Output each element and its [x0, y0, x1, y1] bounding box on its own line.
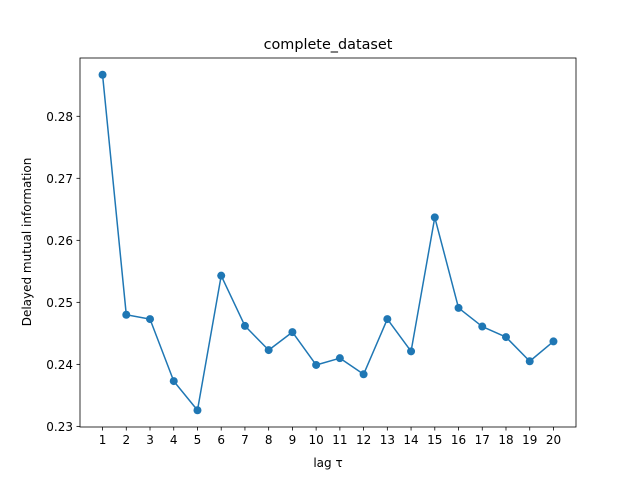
- data-point: [478, 322, 487, 331]
- x-tick-label: 8: [265, 433, 273, 447]
- y-tick-label: 0.27: [46, 172, 73, 186]
- x-tick-label: 1: [99, 433, 107, 447]
- data-point: [454, 303, 463, 312]
- chart-title: complete_dataset: [264, 37, 393, 53]
- x-tick-label: 6: [217, 433, 225, 447]
- y-tick-label: 0.23: [46, 420, 73, 434]
- x-tick-label: 7: [241, 433, 249, 447]
- data-point: [312, 360, 321, 369]
- x-tick-label: 17: [475, 433, 490, 447]
- y-tick-label: 0.28: [46, 110, 73, 124]
- data-point: [501, 333, 510, 342]
- data-point: [335, 354, 344, 363]
- y-tick-label: 0.26: [46, 234, 73, 248]
- data-point: [407, 347, 416, 356]
- data-point: [525, 357, 534, 366]
- data-point: [122, 310, 131, 319]
- x-tick-label: 13: [380, 433, 395, 447]
- x-tick-label: 3: [146, 433, 154, 447]
- x-tick-label: 14: [403, 433, 418, 447]
- y-tick-label: 0.24: [46, 358, 73, 372]
- x-tick-label: 4: [170, 433, 178, 447]
- x-tick-label: 2: [122, 433, 130, 447]
- y-axis-label: Delayed mutual information: [20, 158, 34, 327]
- x-tick-label: 10: [308, 433, 323, 447]
- data-point: [359, 370, 368, 379]
- axis-ticks: 1 2 3 4 5 6 7 8 9 10 11 12 13 14 15 16 17 18 19 200.230.240…: [46, 110, 561, 447]
- x-tick-label: 20: [546, 433, 561, 447]
- x-axis-label: lag τ: [313, 456, 342, 470]
- x-tick-label: 18: [498, 433, 513, 447]
- data-point: [98, 70, 107, 79]
- data-point: [146, 315, 155, 324]
- data-point: [288, 328, 297, 337]
- data-point: [169, 377, 178, 386]
- data-point: [217, 271, 226, 280]
- data-point: [549, 337, 558, 346]
- data-point: [383, 315, 392, 324]
- x-tick-label: 5: [194, 433, 202, 447]
- x-tick-label: 19: [522, 433, 537, 447]
- series-line: [101, 74, 554, 412]
- x-tick-label: 12: [356, 433, 371, 447]
- data-point: [193, 406, 202, 415]
- data-point: [264, 346, 273, 355]
- data-point: [430, 213, 439, 222]
- x-tick-label: 9: [289, 433, 297, 447]
- plot-area: [98, 70, 558, 415]
- x-tick-label: 11: [332, 433, 347, 447]
- y-tick-label: 0.25: [46, 296, 73, 310]
- x-tick-label: 15: [427, 433, 442, 447]
- x-tick-label: 16: [451, 433, 466, 447]
- data-point: [240, 321, 249, 330]
- axes-frame: [79, 57, 577, 428]
